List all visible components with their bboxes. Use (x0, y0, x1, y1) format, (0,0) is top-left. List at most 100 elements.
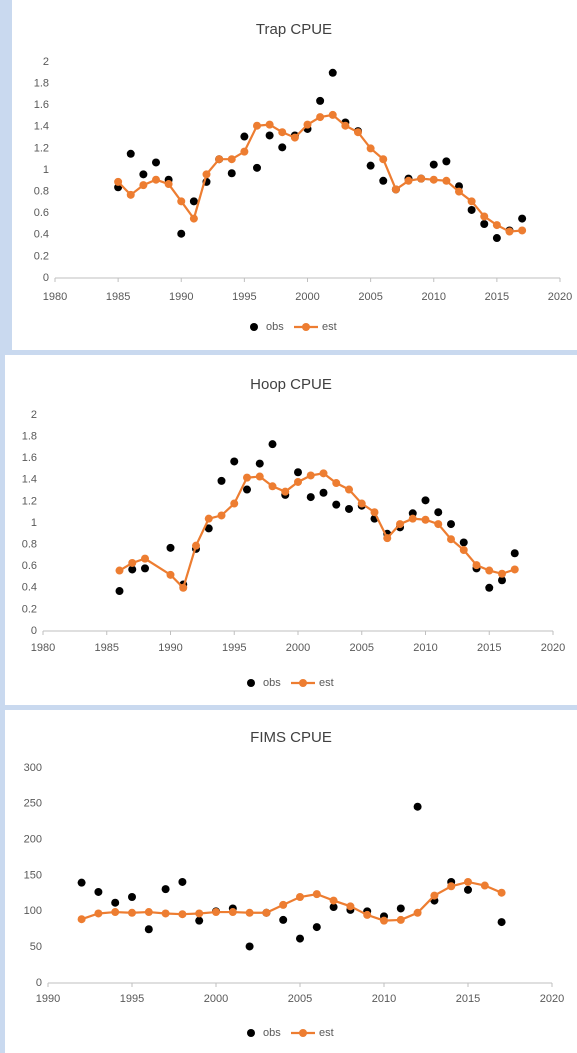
data-point (370, 508, 379, 517)
data-point (383, 534, 392, 543)
data-point (413, 908, 422, 917)
data-point (518, 214, 527, 223)
data-point (467, 197, 476, 206)
data-point (408, 514, 417, 523)
y-tick-label: 150 (24, 869, 42, 881)
data-point (178, 910, 187, 919)
data-point (94, 909, 103, 918)
y-tick-label: 100 (24, 905, 42, 917)
y-tick-label: 1 (31, 517, 37, 529)
data-point (312, 890, 321, 899)
legend-label: obs (266, 321, 284, 333)
data-point (141, 564, 149, 573)
x-tick-label: 2020 (541, 642, 565, 654)
legend-marker (302, 323, 310, 331)
y-tick-label: 0.8 (34, 186, 49, 198)
data-point (464, 877, 472, 886)
data-point (442, 176, 451, 185)
data-point (265, 131, 274, 140)
y-tick-label: 0.4 (22, 582, 37, 594)
data-point (152, 158, 160, 167)
x-tick-label: 1995 (232, 291, 256, 303)
data-point (195, 916, 204, 925)
data-point (161, 909, 170, 918)
y-tick-label: 0.8 (22, 539, 37, 551)
data-point (421, 496, 430, 505)
chart-title: FIMS CPUE (250, 729, 332, 746)
data-point (332, 500, 341, 509)
data-point (240, 132, 249, 141)
x-tick-label: 2020 (548, 291, 572, 303)
data-point (177, 229, 186, 238)
data-point (442, 157, 451, 166)
data-point (265, 120, 274, 129)
data-point (77, 878, 86, 887)
data-point (268, 440, 277, 449)
data-point (328, 68, 337, 77)
data-point (455, 187, 463, 196)
data-point (204, 524, 213, 533)
data-point (306, 471, 315, 480)
data-point (230, 499, 239, 508)
x-tick-label: 2000 (295, 291, 319, 303)
x-tick-label: 1980 (43, 291, 67, 303)
data-point (111, 908, 120, 917)
data-point (329, 896, 338, 905)
data-point (177, 197, 186, 206)
data-point (480, 881, 489, 890)
legend-marker (247, 1029, 255, 1037)
data-point (111, 898, 120, 907)
data-point (290, 133, 299, 142)
data-point (316, 96, 325, 105)
data-point (253, 121, 261, 130)
data-point (243, 473, 251, 482)
chart-title: Trap CPUE (256, 21, 332, 38)
data-point (279, 900, 288, 909)
data-point (279, 915, 288, 924)
y-tick-label: 1 (43, 164, 49, 176)
data-point (126, 149, 135, 158)
data-point (380, 916, 388, 925)
data-point (354, 128, 362, 137)
data-point (144, 908, 153, 917)
chart-title: Hoop CPUE (250, 376, 332, 393)
data-point (255, 459, 264, 468)
data-point (319, 469, 328, 478)
legend-marker (250, 323, 258, 331)
legend-marker (299, 1029, 307, 1037)
data-point (255, 472, 264, 481)
data-point (296, 934, 304, 943)
data-point (303, 120, 312, 129)
data-point (434, 520, 443, 529)
data-point (366, 161, 375, 170)
data-point (510, 549, 519, 558)
data-point (152, 175, 160, 184)
y-tick-label: 0.2 (22, 603, 37, 615)
data-point (480, 220, 489, 228)
data-point (128, 565, 137, 574)
data-point (217, 511, 226, 520)
y-tick-label: 1.8 (34, 78, 49, 90)
x-tick-label: 1995 (222, 642, 246, 654)
data-point (189, 197, 198, 206)
data-point (128, 893, 136, 901)
data-point (447, 535, 455, 544)
y-tick-label: 50 (30, 941, 42, 953)
data-point (139, 181, 148, 190)
data-point (492, 234, 501, 243)
data-point (204, 514, 213, 523)
data-point (498, 576, 506, 585)
data-point (492, 221, 501, 230)
panel (12, 0, 577, 350)
x-tick-label: 2005 (358, 291, 382, 303)
data-point (262, 908, 271, 917)
data-point (227, 169, 236, 178)
data-point (379, 155, 388, 164)
data-point (161, 885, 170, 894)
y-tick-label: 1.6 (34, 99, 49, 111)
x-tick-label: 2005 (288, 993, 312, 1005)
data-point (312, 923, 321, 932)
data-point (363, 910, 372, 919)
data-point (434, 508, 443, 517)
